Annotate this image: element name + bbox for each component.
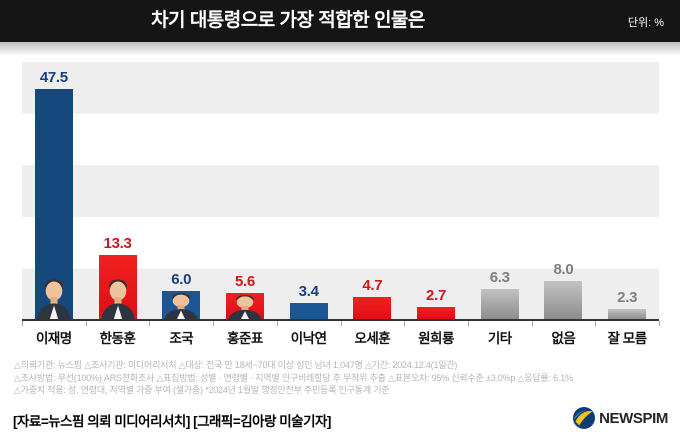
x-axis-line [22,319,659,321]
bar-slot: 5.6 [213,62,277,320]
x-axis-tick [531,321,533,326]
bar-value-label: 4.7 [362,277,383,294]
x-axis-tick [22,321,23,326]
candidate-photo [36,279,71,320]
unit-label: 단위: % [627,17,664,29]
category-label-잘 모름: 잘 모름 [607,331,648,346]
bar-value-label: 13.3 [103,235,132,252]
newspim-wordmark: NEWSPIM [599,409,668,427]
bar-오세훈 [353,297,392,320]
bar-slot: 2.3 [595,62,659,320]
category-label-이재명: 이재명 [35,331,72,346]
bar-value-label: 5.6 [234,273,255,290]
category-label-원희룡: 원희룡 [418,331,454,346]
x-axis-tick [340,321,342,326]
candidate-photo [100,279,135,320]
footnote-line: △가중치 적용: 성, 연령대, 지역별 가중 부여 (셀가중) *2024년 … [14,385,390,395]
bar-slot: 13.3 [86,62,150,320]
category-label-홍준표: 홍준표 [227,331,263,346]
x-axis-tick [659,321,660,326]
bar-홍준표 [225,293,264,320]
bar-slot: 3.4 [277,62,341,320]
newspim-logo-icon [573,407,596,429]
category-label-오세훈: 오세훈 [354,331,391,346]
category-label-조국: 조국 [169,331,194,346]
bar-value-label: 6.0 [171,271,192,288]
x-axis-tick [595,321,597,326]
bar-기타 [480,289,519,320]
bar-조국 [162,291,201,320]
x-axis-tick [276,321,278,326]
x-axis-tick [149,321,151,326]
newspim-logo: NEWSPIM [573,406,668,430]
header-shadow [0,42,680,56]
x-axis-tick [467,321,469,326]
footnote-line: △의뢰기관: 뉴스핌 △조사기관: 미디어리서치 △대상: 전국 만 18세~7… [14,360,458,370]
survey-footnotes: △의뢰기관: 뉴스핌 △조사기관: 미디어리서치 △대상: 전국 만 18세~7… [14,361,666,399]
bar-slot: 6.0 [149,62,213,320]
x-axis-tick [85,321,87,326]
bar-value-label: 6.3 [489,269,510,286]
category-label-없음: 없음 [551,331,576,346]
bar-value-label: 8.0 [553,261,574,278]
bar-slot: 47.5 [22,62,86,320]
category-label-한동훈: 한동훈 [99,331,136,346]
chart-panel: 47.5 13.3 6.0 5.6 3.4 4.7 2.7 6.3 8.0 2.3 [22,62,659,321]
candidate-photo [164,293,199,320]
bar-value-label: 47.5 [39,69,68,86]
credit-line: [자료=뉴스핌 의뢰 미디어리서치] [그래픽=김아랑 미술기자] [13,414,331,429]
candidate-photo [227,295,262,320]
bar-slot: 2.7 [404,62,468,320]
x-axis-tick [404,321,406,326]
x-axis-tick [213,321,215,326]
bar-이낙연 [289,303,328,320]
bar-원희룡 [417,307,456,320]
bar-slot: 8.0 [532,62,596,320]
category-label-이낙연: 이낙연 [290,331,327,346]
footnote-line: △조사방법: 무선(100%) ARS전화조사 △표집방법: 성별 · 연령별 … [14,372,573,383]
category-label-기타: 기타 [487,331,512,346]
bar-slot: 4.7 [341,62,405,320]
bar-value-label: 3.4 [298,283,319,300]
bar-잘 모름 [608,309,647,320]
header: 차기 대통령으로 가장 적합한 인물은 단위: % [0,0,680,42]
bar-slot: 6.3 [468,62,532,320]
bar-value-label: 2.7 [426,287,446,304]
chart-title: 차기 대통령으로 가장 적합한 인물은 [151,10,425,31]
bar-이재명 [34,89,73,320]
bar-한동훈 [98,255,137,320]
x-axis-labels: 이재명 한동훈 조국 홍준표 이낙연 오세훈 원희룡 기타 없음 잘 모름 [22,327,659,347]
bar-없음 [544,281,583,320]
bar-value-label: 2.3 [617,289,638,306]
